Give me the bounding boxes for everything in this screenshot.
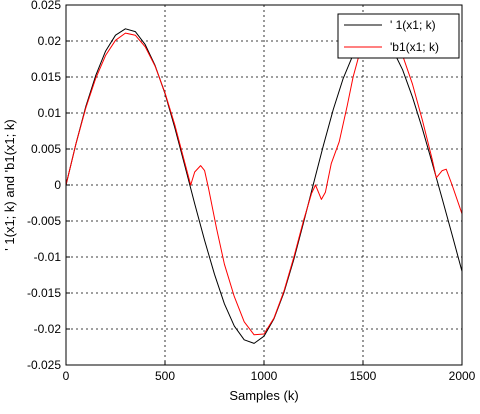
y-tick-label: -0.005 [27, 214, 61, 228]
y-tick-label: 0.025 [31, 0, 61, 12]
axis-ticks: 0 500 1000 1500 2000 -0.025 -0.02 -0.015 -0.01 -0… [27, 0, 476, 383]
y-tick-label: 0.01 [38, 106, 62, 120]
grid-lines [66, 5, 462, 365]
y-tick-label: -0.015 [27, 286, 61, 300]
x-tick-label: 1000 [251, 369, 278, 383]
legend-box [337, 13, 460, 59]
x-axis-label: Samples (k) [229, 388, 298, 403]
y-tick-label: -0.025 [27, 358, 61, 372]
x-tick-label: 1500 [350, 369, 377, 383]
x-tick-label: 2000 [449, 369, 476, 383]
x-tick-label: 500 [155, 369, 175, 383]
y-axis-label: ' 1(x1; k) and 'b1(x1; k) [2, 119, 17, 250]
x-tick-label: 0 [63, 369, 70, 383]
legend-label-series-1: ' 1(x1; k) [390, 18, 436, 32]
y-tick-label: -0.02 [34, 322, 62, 336]
legend-label-series-2: 'b1(x1; k) [390, 40, 439, 54]
y-tick-label: -0.01 [34, 250, 62, 264]
y-tick-label: 0.02 [38, 34, 62, 48]
y-tick-label: 0.005 [31, 142, 61, 156]
y-tick-label: 0.015 [31, 70, 61, 84]
y-tick-label: 0 [54, 178, 61, 192]
legend: ' 1(x1; k) 'b1(x1; k) [337, 13, 460, 59]
